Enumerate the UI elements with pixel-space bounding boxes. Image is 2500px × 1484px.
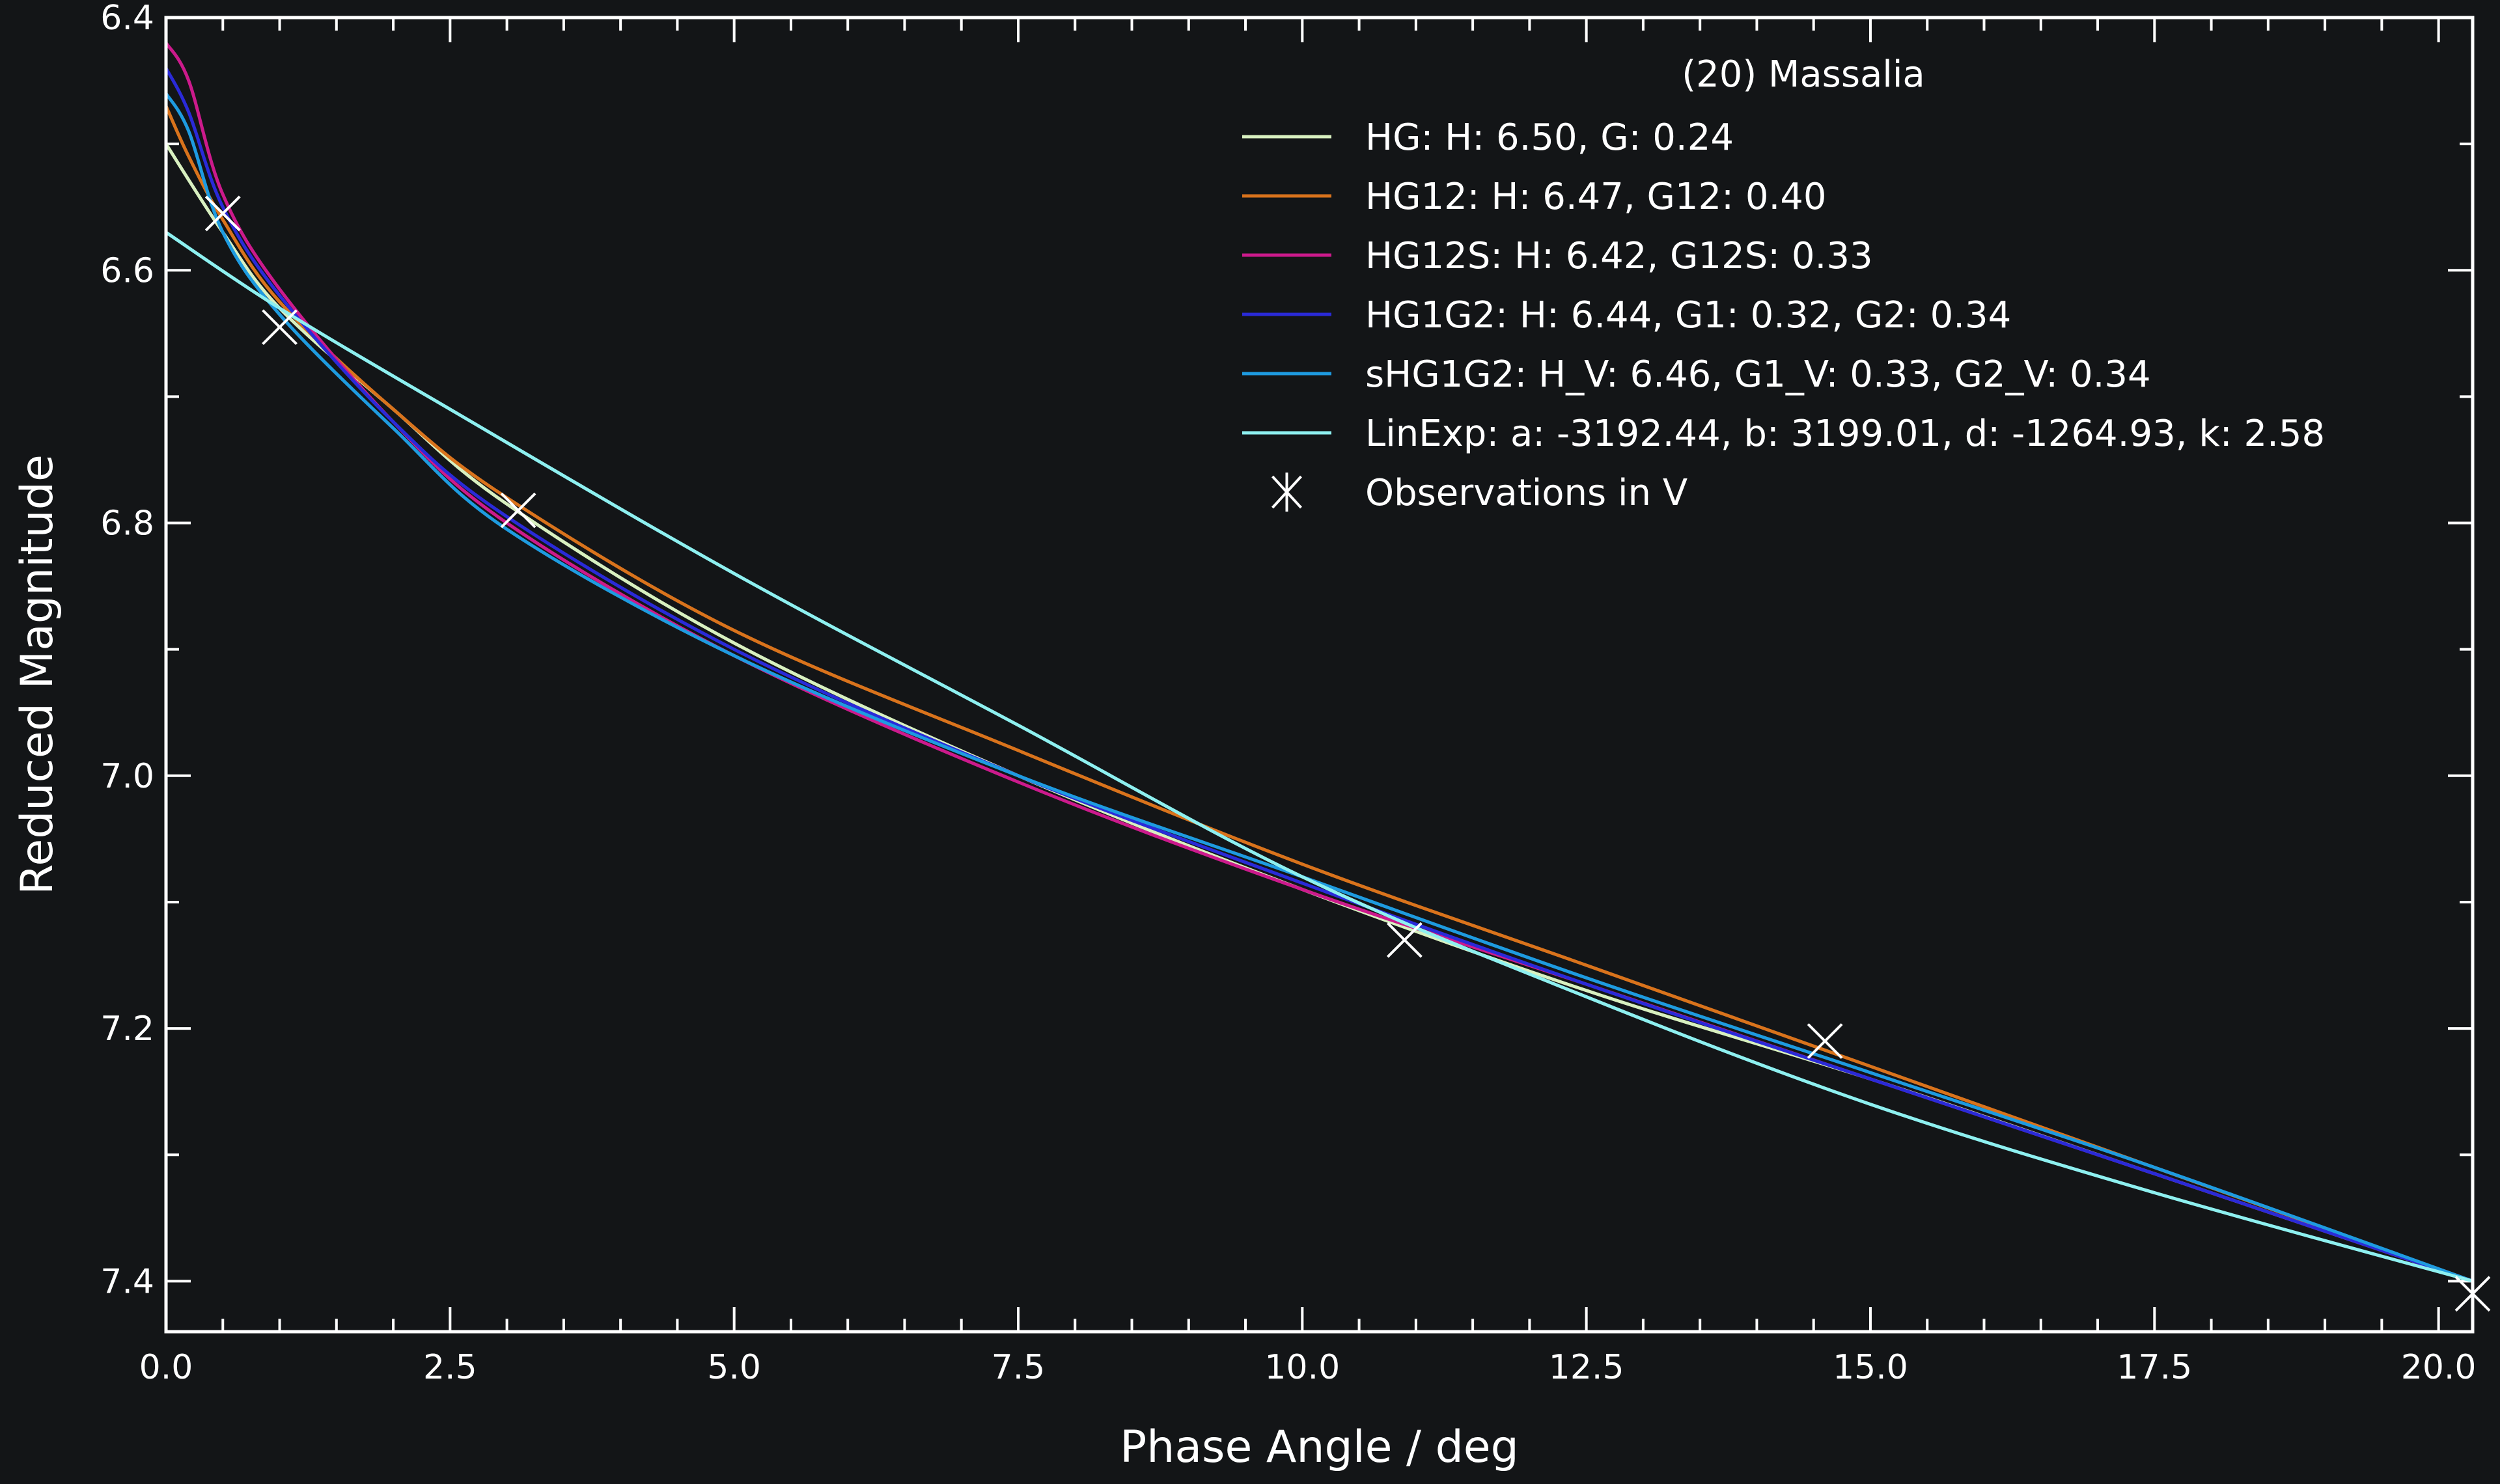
y-tick-label: 7.2: [100, 1010, 154, 1049]
x-tick-label: 10.0: [1264, 1348, 1340, 1387]
legend-label-3: HG12S: H: 6.42, G12S: 0.33: [1365, 235, 1873, 277]
model-curves: [164, 42, 2473, 1283]
x-axis-label: Phase Angle / deg: [1120, 1422, 1518, 1473]
observation-stroke: [1386, 922, 1423, 958]
y-axis-label: Reduced Magnitude: [12, 454, 63, 895]
x-tick-label: 2.5: [423, 1348, 477, 1387]
x-tick-label: 15.0: [1833, 1348, 1908, 1387]
observation-point: [262, 309, 298, 346]
x-tick-label: 7.5: [992, 1348, 1046, 1387]
legend: (20) Massalia HG: H: 6.50, G: 0.24 HG12: …: [1242, 53, 2325, 514]
x-tick-label: 0.0: [139, 1348, 193, 1387]
y-tick-label: 6.8: [100, 504, 154, 543]
y-tick-label: 6.4: [100, 0, 154, 38]
observation-point: [1807, 1023, 1843, 1059]
legend-label-2: HG12: H: 6.47, G12: 0.40: [1365, 176, 1827, 218]
legend-label-observations: Observations in V: [1365, 472, 1688, 514]
legend-label-1: HG: H: 6.50, G: 0.24: [1365, 117, 1734, 159]
observation-stroke: [500, 492, 536, 529]
series-line-5: [164, 92, 2473, 1283]
x-tick-label: 5.0: [707, 1348, 761, 1387]
legend-label-4: HG1G2: H: 6.44, G1: 0.32, G2: 0.34: [1365, 294, 2011, 337]
observation-markers: [204, 195, 2491, 1312]
observation-stroke: [204, 195, 241, 232]
observation-point: [1386, 922, 1423, 958]
tick-labels: 0.0 2.5 5.0 7.5 10.0 12.5 15.0 17.5 20.0 6.4 6.6 6.…: [100, 0, 2476, 1387]
legend-label-6: LinExp: a: -3192.44, b: 3199.01, d: -126…: [1365, 413, 2325, 455]
plot-frame: [164, 16, 2475, 1334]
series-line-6: [165, 230, 2473, 1283]
x-tick-label: 17.5: [2117, 1348, 2192, 1387]
x-tick-label: 12.5: [1549, 1348, 1624, 1387]
series-line-2: [164, 105, 2473, 1283]
y-tick-label: 7.0: [100, 757, 154, 796]
legend-title: (20) Massalia: [1682, 53, 1925, 96]
legend-label-5: sHG1G2: H_V: 6.46, G1_V: 0.33, G2_V: 0.3…: [1365, 353, 2151, 396]
y-tick-label: 6.6: [100, 251, 154, 290]
observation-stroke: [262, 309, 298, 346]
observation-point: [500, 492, 536, 529]
y-tick-label: 7.4: [100, 1262, 154, 1301]
x-tick-label: 20.0: [2401, 1348, 2477, 1387]
observation-point: [204, 195, 241, 232]
observation-stroke: [1807, 1023, 1843, 1059]
